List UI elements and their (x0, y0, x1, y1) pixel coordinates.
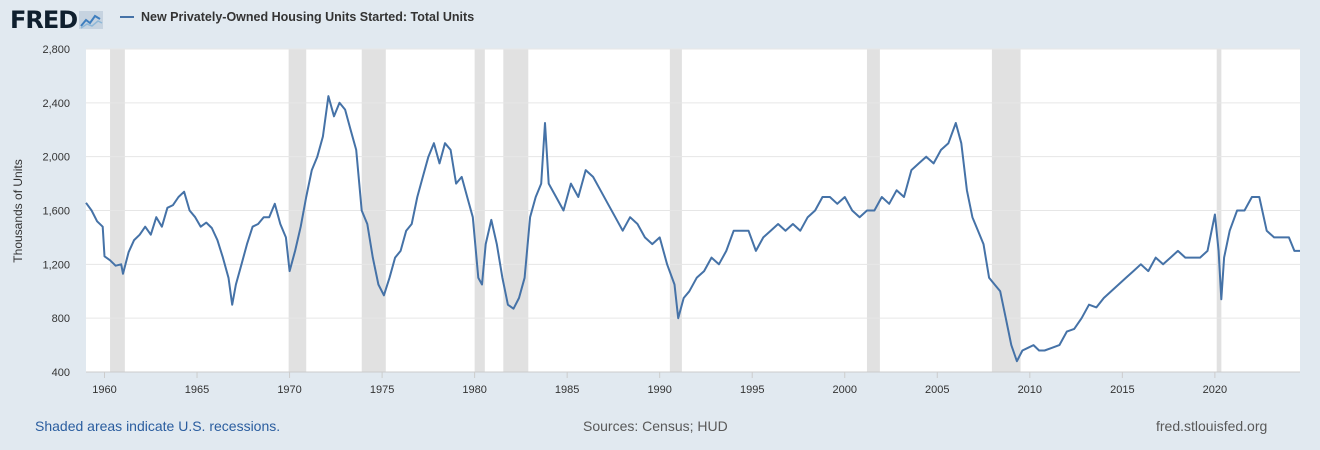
site-link[interactable]: fred.stlouisfed.org (1156, 418, 1268, 434)
fred-logo[interactable]: FRED (10, 6, 104, 34)
x-tick-label: 1995 (740, 384, 764, 396)
x-tick-label: 1975 (370, 384, 394, 396)
x-axis-ticks: 1960 1965 1970 1975 1980 1985 1990 1995 2000 2005… (86, 371, 1300, 396)
chart[interactable]: Thousands of Units 400 800 1,200 1,600 2,000… (0, 0, 1320, 410)
y-tick-label: 800 (52, 313, 70, 325)
y-tick-label: 1,200 (42, 259, 70, 271)
x-tick-label: 1960 (92, 384, 116, 396)
legend-swatch (120, 16, 134, 18)
x-tick-label: 2000 (833, 384, 857, 396)
recession-note-link[interactable]: Shaded areas indicate U.S. recessions. (35, 418, 281, 434)
y-tick-label: 2,400 (42, 98, 70, 110)
y-tick-label: 1,600 (42, 206, 70, 218)
y-tick-label: 400 (52, 367, 70, 379)
x-tick-label: 1985 (555, 384, 579, 396)
x-tick-label: 2005 (925, 384, 949, 396)
series-line[interactable] (85, 95, 1300, 363)
x-tick-label: 1980 (462, 384, 486, 396)
x-tick-label: 2010 (1018, 384, 1042, 396)
chart-legend[interactable]: New Privately-Owned Housing Units Starte… (120, 10, 474, 24)
y-tick-label: 2,000 (42, 152, 70, 164)
x-tick-label: 2020 (1203, 384, 1227, 396)
sources-text: Sources: Census; HUD (583, 418, 728, 434)
series-layer (85, 95, 1300, 363)
x-tick-label: 2015 (1110, 384, 1134, 396)
logo-text: FRED (10, 6, 78, 34)
y-axis-ticks: 400 800 1,200 1,600 2,000 2,400 2,800 (42, 44, 70, 379)
chart-line-icon (79, 11, 104, 29)
x-tick-label: 1970 (277, 384, 301, 396)
legend-label: New Privately-Owned Housing Units Starte… (141, 10, 475, 24)
y-tick-label: 2,800 (42, 44, 70, 56)
x-tick-label: 1990 (647, 384, 671, 396)
x-tick-label: 1965 (185, 384, 209, 396)
y-axis-title: Thousands of Units (11, 159, 25, 262)
